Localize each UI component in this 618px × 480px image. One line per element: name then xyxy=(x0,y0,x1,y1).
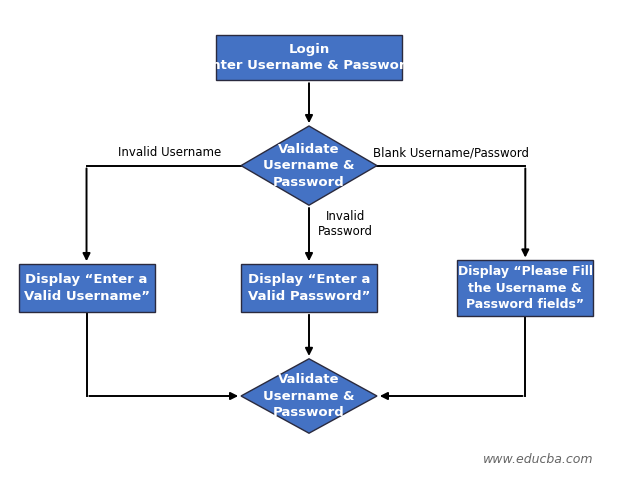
Text: Validate
Username &
Password: Validate Username & Password xyxy=(263,143,355,189)
FancyBboxPatch shape xyxy=(241,264,377,312)
FancyBboxPatch shape xyxy=(457,260,593,316)
Polygon shape xyxy=(241,359,377,433)
Text: Invalid
Password: Invalid Password xyxy=(318,210,373,238)
Text: Login
(Enter Username & Password): Login (Enter Username & Password) xyxy=(197,43,421,72)
Text: www.educba.com: www.educba.com xyxy=(483,453,593,466)
Text: Blank Username/Password: Blank Username/Password xyxy=(373,146,529,159)
Text: Invalid Username: Invalid Username xyxy=(118,146,222,159)
Text: Display “Enter a
Valid Username”: Display “Enter a Valid Username” xyxy=(23,273,150,303)
FancyBboxPatch shape xyxy=(19,264,154,312)
Text: Display “Please Fill
the Username &
Password fields”: Display “Please Fill the Username & Pass… xyxy=(458,265,593,311)
Text: Validate
Username &
Password: Validate Username & Password xyxy=(263,373,355,419)
Polygon shape xyxy=(241,126,377,205)
Text: Display “Enter a
Valid Password”: Display “Enter a Valid Password” xyxy=(248,273,370,303)
FancyBboxPatch shape xyxy=(216,35,402,80)
